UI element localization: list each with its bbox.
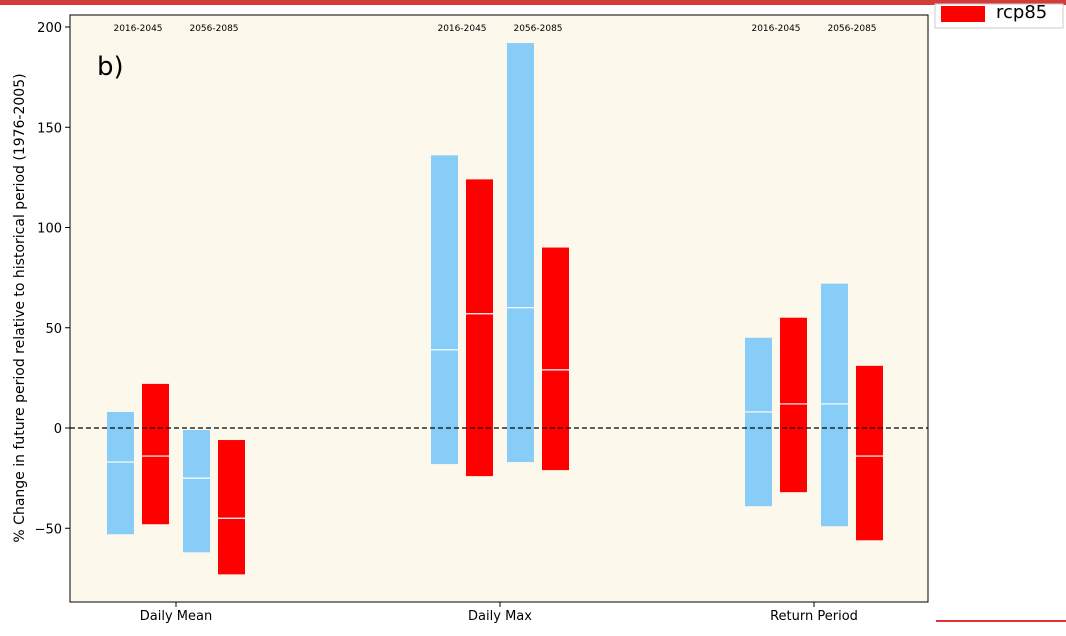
- plot-area: [69, 14, 929, 603]
- period-label: 2016-2045: [751, 24, 800, 34]
- range-bar: [466, 179, 493, 477]
- range-bar: [745, 337, 772, 507]
- range-bar: [542, 247, 569, 471]
- y-axis-label: % Change in future period relative to hi…: [12, 73, 28, 542]
- panel-label: b): [97, 52, 124, 82]
- legend-label-rcp85: rcp85: [996, 2, 1047, 23]
- range-bar: [218, 440, 245, 575]
- legend-swatch-rcp85: [941, 6, 985, 22]
- y-tick-label: −50: [35, 522, 62, 537]
- period-labels: 2016-2045 2056-2085 2016-2045 2056-2085 2016…: [113, 24, 876, 34]
- range-bar: [821, 283, 848, 527]
- range-bar: [431, 155, 458, 465]
- period-label: 2016-2045: [113, 24, 162, 34]
- top-border-line: [0, 0, 1066, 5]
- period-label: 2056-2085: [513, 24, 562, 34]
- x-tick-label: Return Period: [770, 609, 858, 624]
- range-bar: [856, 365, 883, 541]
- x-tick-label: Daily Max: [468, 609, 532, 624]
- y-tick-label: 0: [54, 422, 62, 437]
- range-bar: [107, 411, 134, 535]
- y-tick-label: 50: [45, 322, 62, 337]
- y-tick-label: 200: [37, 21, 62, 36]
- range-bar: [507, 43, 534, 463]
- range-bar: [142, 383, 169, 525]
- x-axis: Daily Mean Daily Max Return Period: [140, 602, 858, 624]
- range-bar: [780, 317, 807, 493]
- bottom-right-line: [936, 620, 1066, 622]
- period-label: 2016-2045: [437, 24, 486, 34]
- period-label: 2056-2085: [827, 24, 876, 34]
- period-label: 2056-2085: [189, 24, 238, 34]
- x-tick-label: Daily Mean: [140, 609, 212, 624]
- y-tick-label: 100: [37, 222, 62, 237]
- range-bar: [183, 430, 210, 553]
- y-axis: 200 150 100 50 0 −50: [35, 21, 70, 537]
- y-tick-label: 150: [37, 121, 62, 136]
- bars-group: [107, 43, 883, 575]
- legend: rcp85: [934, 2, 1064, 29]
- medians-group: [107, 307, 883, 519]
